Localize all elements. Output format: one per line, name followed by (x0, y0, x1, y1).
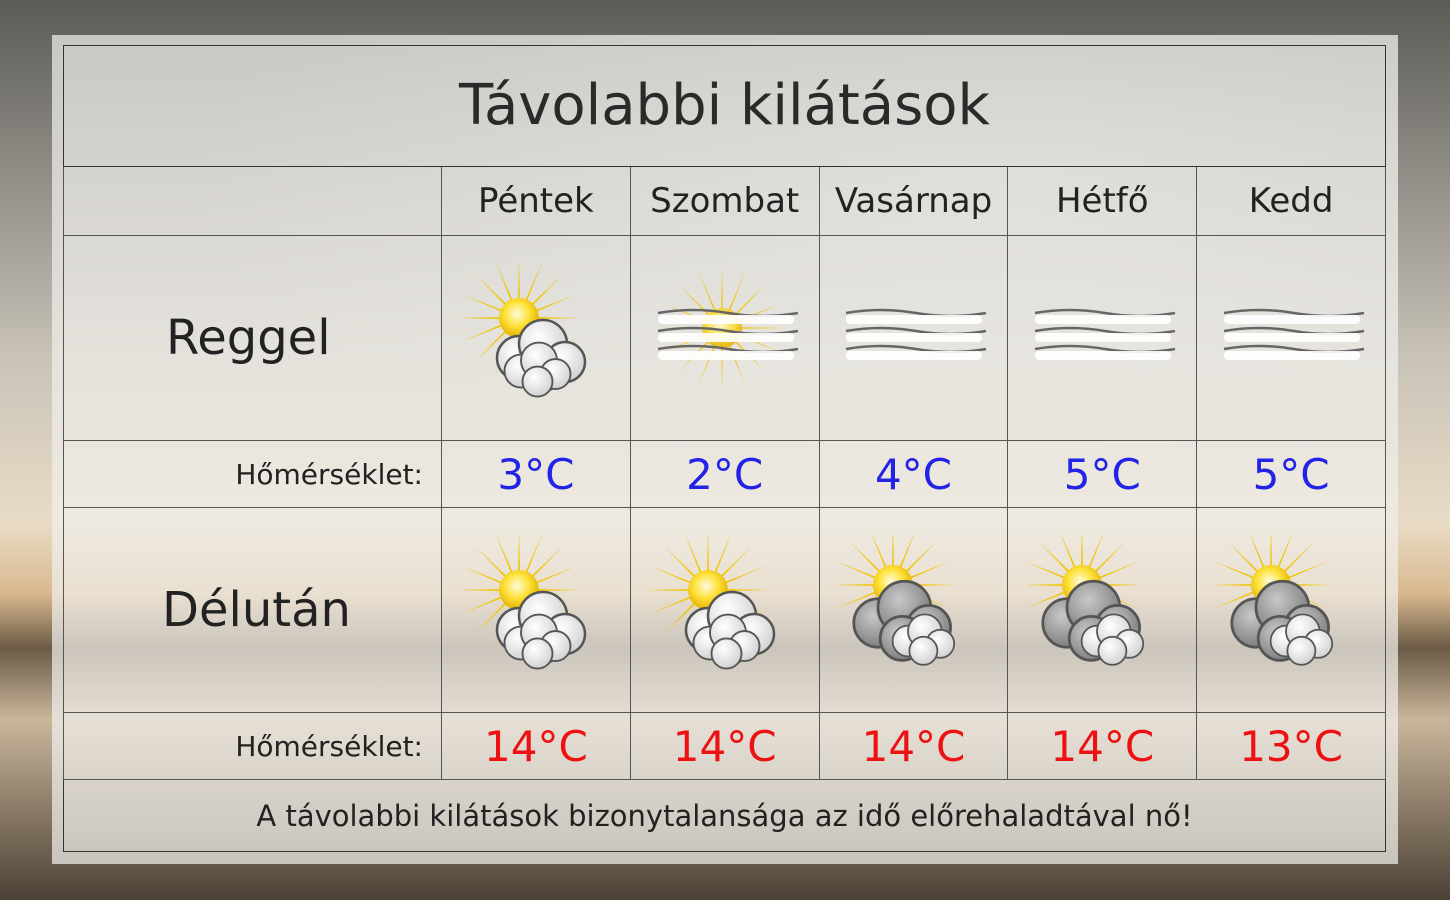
footer-note: A távolabbi kilátások bizonytalansága az… (63, 779, 1386, 852)
weather-icon-cell (441, 507, 631, 713)
min-temp: 4°C (818, 439, 1009, 509)
period-label: Reggel (166, 310, 331, 367)
day-header: Szombat (629, 165, 820, 237)
period-label-morning: Reggel (63, 235, 442, 441)
sun-dark-clouds-icon (1027, 535, 1145, 666)
forecast-table: Távolabbi kilátások Péntek Szombat Vasár… (63, 45, 1386, 852)
weather-icon-cell (629, 507, 820, 713)
weather-icon-cell (629, 235, 820, 441)
weather-icon-cell (818, 507, 1009, 713)
day-header: Hétfő (1007, 165, 1198, 237)
day-header: Kedd (1196, 165, 1386, 237)
min-temp: 2°C (629, 439, 820, 509)
min-temp: 5°C (1007, 439, 1198, 509)
max-temp: 13°C (1196, 711, 1386, 781)
sun-light-clouds-icon (649, 535, 775, 670)
period-label-afternoon: Délután (63, 507, 442, 713)
weather-icon-cell (818, 235, 1009, 441)
sun-light-clouds-icon (460, 263, 587, 398)
fog-icon (846, 308, 987, 361)
fog-icon (1035, 308, 1176, 361)
temp-label: Hőmérséklet: (63, 711, 442, 781)
min-temp: 5°C (1196, 439, 1386, 509)
sun-dark-clouds-icon (838, 535, 956, 666)
fog-icon (1223, 308, 1365, 361)
sun-dark-clouds-icon (1216, 535, 1334, 666)
day-header: Péntek (441, 165, 631, 237)
page-title: Távolabbi kilátások (63, 45, 1386, 167)
corner-cell (63, 165, 442, 237)
temp-label: Hőmérséklet: (63, 439, 442, 509)
day-header: Vasárnap (818, 165, 1009, 237)
sun-light-clouds-icon (460, 535, 587, 670)
max-temp: 14°C (1007, 711, 1198, 781)
weather-icon-cell (441, 235, 631, 441)
max-temp: 14°C (818, 711, 1009, 781)
weather-icon-cell (1007, 507, 1198, 713)
weather-icon-cell (1007, 235, 1198, 441)
period-label: Délután (162, 582, 351, 639)
sun-fog-icon (657, 266, 798, 391)
weather-icon-cell (1196, 507, 1386, 713)
max-temp: 14°C (629, 711, 820, 781)
weather-icon-cell (1196, 235, 1386, 441)
min-temp: 3°C (441, 439, 631, 509)
max-temp: 14°C (441, 711, 631, 781)
